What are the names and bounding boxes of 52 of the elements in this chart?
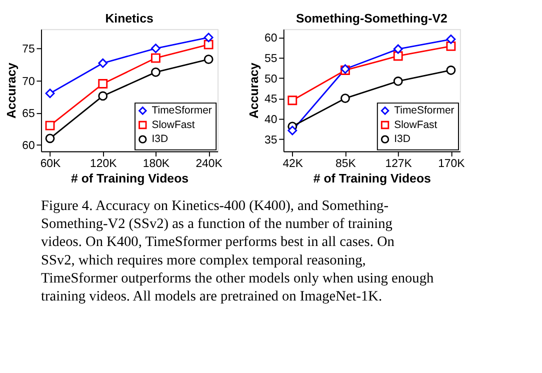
point	[288, 126, 298, 136]
y-axis-title: Accuracy	[4, 62, 18, 119]
legend-label: I3D	[152, 134, 168, 146]
legend-label: TimeSformer	[394, 106, 455, 117]
y-tick-label: 75	[22, 44, 35, 56]
point	[204, 32, 214, 42]
x-tick-label: 85K	[336, 158, 356, 170]
y-tick-label: 65	[22, 108, 35, 120]
point	[45, 134, 55, 144]
caption: Figure 4. Accuracy on Kinetics-400 (K400), and Something-Something-V2 (SSv2) as a function of the number of training videos. On K400, TimeSformer performs best in all cases. On SSv2, which requires more complex temporal reasoning, TimeSformer outperforms the other models only when using enough training videos. All models are pretrained on ImageNet-1K.	[41, 198, 434, 305]
point	[151, 53, 160, 63]
point	[204, 40, 214, 50]
x-tick-label: 42K	[282, 158, 304, 170]
x-axis-title: # of Training Videos	[71, 171, 189, 186]
y-tick-label: 50	[264, 73, 278, 86]
point	[446, 34, 456, 44]
x-tick-label: 60K	[40, 158, 62, 170]
point	[98, 91, 108, 101]
legend-label: SlowFast	[152, 120, 195, 131]
point	[446, 42, 456, 51]
point	[45, 88, 55, 98]
point	[98, 58, 108, 68]
y-axis-title: Accuracy	[246, 62, 261, 119]
point	[393, 76, 403, 86]
point	[151, 44, 160, 54]
x-tick-label: 170K	[438, 158, 466, 170]
legend-label: TimeSformer	[152, 106, 212, 117]
point	[446, 66, 456, 75]
point	[340, 94, 350, 104]
y-tick-label: 40	[264, 114, 278, 126]
y-tick-label: 55	[264, 52, 278, 65]
point	[45, 120, 55, 130]
y-tick-label: 35	[264, 134, 278, 146]
point	[151, 67, 160, 77]
chart-title: Something-Something-V2	[296, 11, 448, 26]
y-tick-label: 70	[22, 76, 35, 88]
chart-title: Kinetics	[105, 11, 154, 26]
x-axis-title: # of Training Videos	[313, 171, 432, 186]
point	[98, 79, 108, 88]
y-tick-label: 60	[264, 32, 278, 45]
point	[204, 54, 214, 64]
x-tick-label: 127K	[385, 158, 412, 170]
legend-label: I3D	[394, 134, 411, 146]
x-tick-label: 120K	[90, 158, 118, 170]
point	[288, 96, 298, 106]
y-tick-label: 45	[264, 94, 278, 106]
x-tick-label: 180K	[142, 158, 170, 170]
legend-label: SlowFast	[394, 120, 438, 131]
x-tick-label: 240K	[196, 158, 223, 170]
point	[393, 51, 403, 61]
point	[393, 44, 403, 54]
y-tick-label: 60	[22, 140, 35, 152]
